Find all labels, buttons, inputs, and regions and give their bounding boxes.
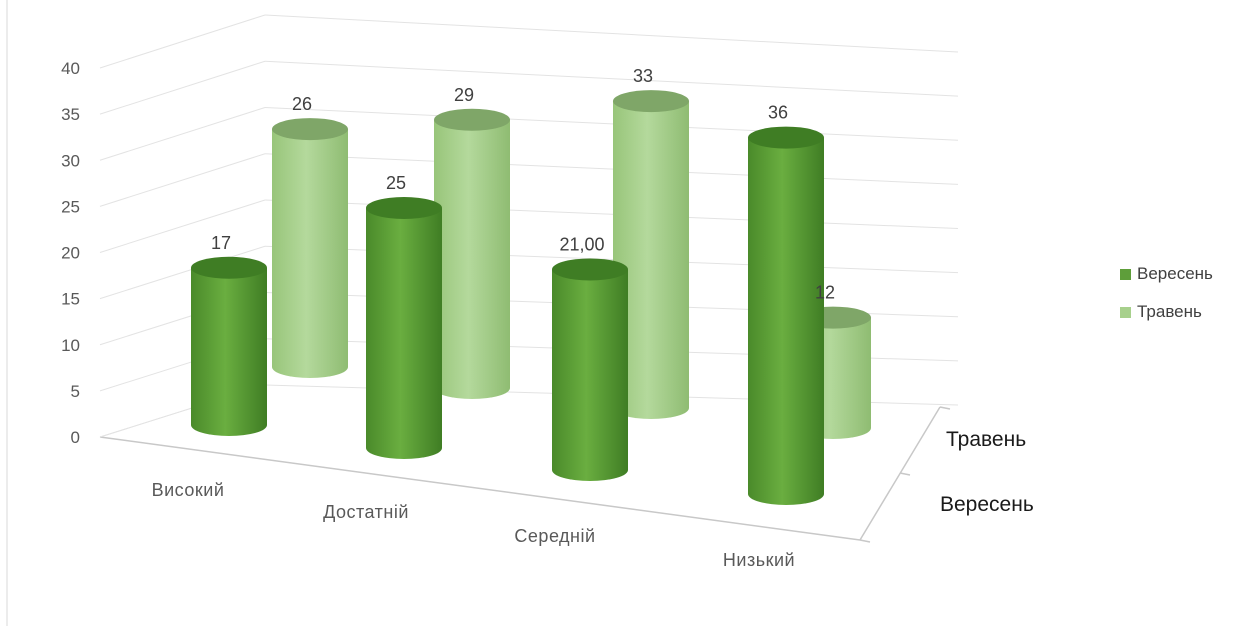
- cylinder-body: [434, 119, 510, 399]
- legend-swatch-series-1: [1120, 268, 1131, 280]
- depth-tick: [899, 472, 911, 476]
- gridline-side: [99, 153, 266, 207]
- cylinder-body: [366, 208, 442, 459]
- depth-tick: [939, 406, 951, 410]
- bar-veresen-0: [191, 256, 267, 436]
- bar-veresen-2: [552, 258, 628, 481]
- data-label: 17: [211, 233, 231, 253]
- legend: Вересень Травень: [1120, 262, 1250, 338]
- depth-axis-label: Вересень: [940, 493, 1034, 516]
- gridline-back: [264, 107, 959, 141]
- data-label: 26: [292, 94, 312, 114]
- y-tick-label: 35: [61, 105, 80, 124]
- gridline-side: [99, 14, 266, 69]
- gridline-back: [264, 153, 959, 185]
- cylinder-body: [191, 267, 267, 436]
- y-tick-label: 15: [61, 290, 80, 309]
- depth-axis-label: Травень: [946, 428, 1026, 451]
- data-label: 29: [454, 85, 474, 105]
- legend-swatch-series-2: [1120, 306, 1131, 318]
- gridline-back: [264, 14, 959, 53]
- bar-veresen-3: [748, 126, 824, 505]
- gridline-side: [99, 245, 266, 300]
- y-tick-label: 30: [61, 151, 80, 170]
- cylinder-body: [552, 269, 628, 481]
- legend-label-series-2: Травень: [1137, 302, 1202, 321]
- cylinder-top: [272, 118, 348, 141]
- legend-label-series-1: Вересень: [1137, 264, 1213, 283]
- y-tick-label: 0: [71, 428, 80, 447]
- cylinder-body: [748, 137, 824, 505]
- gridline-back: [264, 60, 959, 97]
- bar-traven-1: [434, 108, 510, 399]
- x-axis-line: [99, 436, 861, 541]
- y-tick-label: 20: [61, 244, 80, 263]
- x-tick-label: Достатній: [323, 502, 409, 522]
- cylinder-top: [613, 90, 689, 113]
- y-tick-label: 5: [71, 382, 80, 401]
- y-tick-label: 40: [61, 59, 80, 78]
- gridline-side: [99, 199, 266, 253]
- data-label: 25: [386, 173, 406, 193]
- y-tick-label: 25: [61, 197, 80, 216]
- cylinder-top: [434, 108, 510, 131]
- cylinder-body: [272, 129, 348, 378]
- legend-item-series-2: Травень: [1120, 300, 1250, 324]
- cylinder-top: [191, 256, 267, 279]
- data-label: 33: [633, 66, 653, 86]
- legend-item-series-1: Вересень: [1120, 262, 1250, 286]
- y-tick-label: 10: [61, 336, 80, 355]
- data-label: 12: [815, 283, 835, 303]
- data-label: 36: [768, 103, 788, 123]
- x-tick-label: Низький: [723, 550, 795, 570]
- cylinder-top: [552, 258, 628, 281]
- bar-traven-2: [613, 90, 689, 419]
- bar-veresen-1: [366, 197, 442, 459]
- bar-traven-0: [272, 118, 348, 378]
- data-label: 21,00: [559, 234, 604, 254]
- cylinder-top: [748, 126, 824, 149]
- depth-tick: [859, 539, 871, 543]
- x-tick-label: Високий: [152, 480, 225, 500]
- x-tick-label: Середній: [514, 526, 595, 546]
- gridline-side: [99, 60, 266, 115]
- cylinder-top: [366, 197, 442, 219]
- gridline-side: [99, 107, 266, 161]
- cylinder-body: [613, 101, 689, 419]
